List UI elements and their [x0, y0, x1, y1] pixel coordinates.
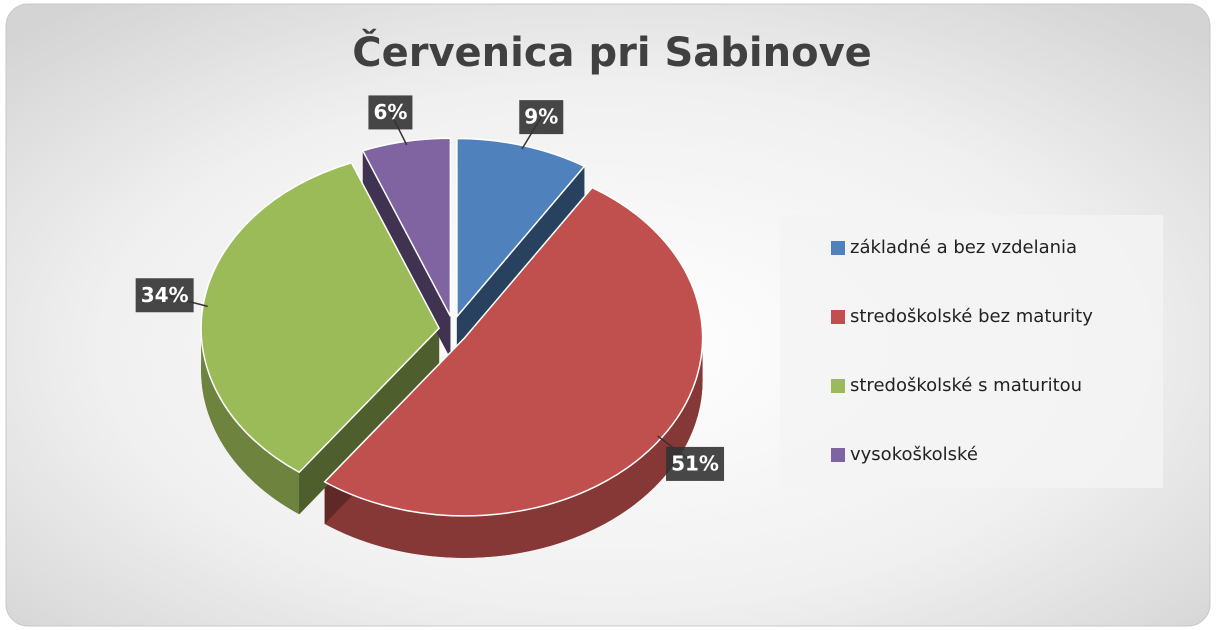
slice-wall — [201, 328, 300, 515]
legend-swatch — [831, 448, 845, 462]
data-label-box — [135, 278, 194, 313]
data-label: 9% — [524, 105, 558, 129]
data-label-box — [368, 95, 413, 130]
slice — [361, 137, 452, 317]
data-label: 6% — [373, 100, 407, 124]
slice-wall — [324, 337, 703, 558]
legend-swatch — [831, 379, 845, 393]
legend-label: stredoškolské s maturitou — [850, 375, 1082, 396]
legend-label: stredoškolské bez maturity — [850, 306, 1093, 327]
legend-swatch — [831, 310, 845, 324]
slice-edge-wall — [362, 150, 451, 359]
legend-label: základné a bez vzdelania — [850, 237, 1077, 258]
chart-title: Červenica pri Sabinove — [352, 28, 872, 76]
slice-edge-wall — [299, 328, 440, 515]
legend-box — [780, 215, 1163, 488]
data-label-box — [666, 446, 725, 481]
legend-swatch — [831, 241, 845, 255]
legend-label: vysokoškolské — [850, 444, 978, 465]
pie-tops — [200, 137, 704, 517]
data-label: 51% — [671, 451, 719, 475]
data-label: 34% — [141, 283, 189, 307]
data-label-box — [519, 100, 564, 135]
